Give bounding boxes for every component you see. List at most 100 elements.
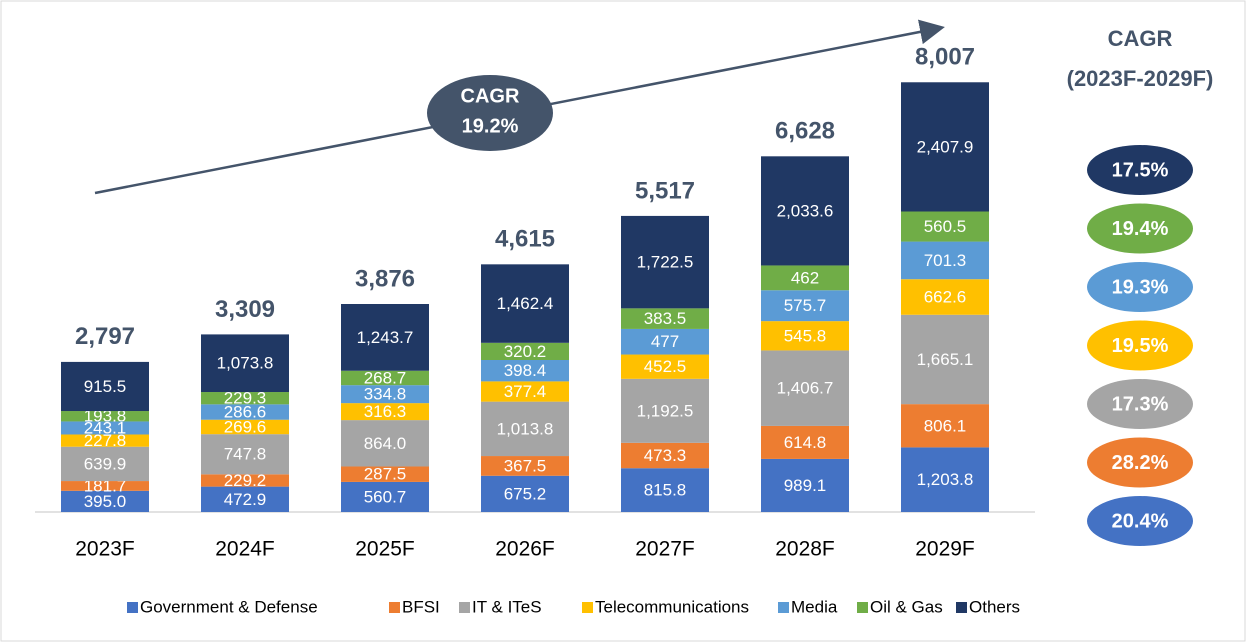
bar-segment xyxy=(761,425,849,459)
total-label: 6,628 xyxy=(775,118,835,145)
bar-segment xyxy=(621,308,709,329)
bar-segment xyxy=(621,378,709,443)
bar-segment xyxy=(481,264,569,343)
bar-segment xyxy=(341,481,429,512)
value-label: 472.9 xyxy=(224,490,267,509)
value-label: 815.8 xyxy=(644,481,687,500)
value-label: 1,013.8 xyxy=(497,419,554,438)
bar-segment xyxy=(341,403,429,421)
cagr-badge-label: 28.2% xyxy=(1112,452,1169,474)
bar-segment xyxy=(901,82,989,212)
bar-segment xyxy=(61,490,149,512)
value-label: 398.4 xyxy=(504,361,547,380)
total-label: 5,517 xyxy=(635,177,695,204)
bar-segment xyxy=(201,392,289,405)
value-label: 614.8 xyxy=(784,433,827,452)
bar-segment xyxy=(901,241,989,280)
bar-segment xyxy=(901,447,989,512)
x-tick-label: 2028F xyxy=(775,538,835,561)
cagr-badge-label: 19.5% xyxy=(1112,335,1169,357)
value-label: 806.1 xyxy=(924,416,967,435)
value-label: 2,407.9 xyxy=(917,137,974,156)
cagr-title: CAGR xyxy=(461,85,520,107)
cagr-badge xyxy=(1087,496,1193,546)
legend-swatch xyxy=(778,602,789,613)
value-label: 545.8 xyxy=(784,326,827,345)
value-label: 227.8 xyxy=(84,431,127,450)
legend-label: BFSI xyxy=(402,597,440,616)
total-label: 3,876 xyxy=(355,265,415,292)
legend-label: Government & Defense xyxy=(140,597,318,616)
cagr-header: CAGR xyxy=(1108,26,1173,51)
cagr-bubble xyxy=(427,75,553,151)
cagr-badge-label: 17.3% xyxy=(1112,393,1169,415)
legend-swatch xyxy=(389,602,400,613)
bar-segment xyxy=(481,456,569,476)
bar-segment xyxy=(901,279,989,315)
value-label: 675.2 xyxy=(504,484,547,503)
value-label: 395.0 xyxy=(84,492,127,511)
total-label: 3,309 xyxy=(215,296,275,323)
value-label: 229.2 xyxy=(224,471,267,490)
value-label: 367.5 xyxy=(504,456,547,475)
value-label: 243.1 xyxy=(84,418,127,437)
bar-segment xyxy=(621,328,709,355)
bar-segment xyxy=(341,304,429,371)
legend-label: IT & ITeS xyxy=(472,597,542,616)
value-label: 377.4 xyxy=(504,382,547,401)
bar-segment xyxy=(201,334,289,393)
cagr-badge xyxy=(1087,203,1193,254)
cagr-badge xyxy=(1087,379,1193,429)
value-label: 989.1 xyxy=(784,476,827,495)
value-label: 334.8 xyxy=(364,385,407,404)
x-tick-label: 2029F xyxy=(915,538,975,561)
value-label: 1,406.7 xyxy=(777,379,834,398)
bar-segment xyxy=(341,370,429,386)
bar-segment xyxy=(61,446,149,482)
value-label: 701.3 xyxy=(924,251,967,270)
bar-segment xyxy=(481,401,569,457)
bar-segment xyxy=(621,215,709,309)
value-label: 452.5 xyxy=(644,357,687,376)
total-label: 8,007 xyxy=(915,44,975,71)
legend-label: Oil & Gas xyxy=(870,597,943,616)
value-label: 268.7 xyxy=(364,368,407,387)
bar-segment xyxy=(201,486,289,512)
value-label: 320.2 xyxy=(504,342,547,361)
bar-segment xyxy=(901,211,989,242)
value-label: 1,722.5 xyxy=(637,253,694,272)
total-label: 2,797 xyxy=(75,323,135,350)
total-label: 4,615 xyxy=(495,226,555,253)
cagr-badge xyxy=(1087,437,1193,488)
value-label: 1,243.7 xyxy=(357,328,414,347)
bar-segment xyxy=(201,404,289,420)
bar-segment xyxy=(61,434,149,447)
value-label: 383.5 xyxy=(644,309,687,328)
bar-segment xyxy=(201,434,289,475)
bar-segment xyxy=(201,419,289,435)
cagr-badge xyxy=(1087,320,1193,371)
cagr-badge xyxy=(1087,262,1193,312)
bar-segment xyxy=(61,411,149,422)
value-label: 575.7 xyxy=(784,296,827,315)
x-tick-label: 2026F xyxy=(495,538,555,561)
x-tick-label: 2023F xyxy=(75,538,135,561)
bar-segment xyxy=(341,466,429,482)
legend-swatch xyxy=(459,602,470,613)
legend-label: Others xyxy=(969,597,1020,616)
value-label: 462 xyxy=(791,268,819,287)
bar-segment xyxy=(761,458,849,512)
x-tick-label: 2024F xyxy=(215,538,275,561)
legend-label: Telecommunications xyxy=(595,597,749,616)
legend-swatch xyxy=(127,602,138,613)
legend-swatch xyxy=(857,602,868,613)
legend-swatch xyxy=(582,602,593,613)
legend-label: Media xyxy=(791,597,838,616)
value-label: 269.6 xyxy=(224,417,267,436)
bar-segment xyxy=(481,342,569,360)
value-label: 1,192.5 xyxy=(637,401,694,420)
bar-segment xyxy=(761,290,849,322)
value-label: 864.0 xyxy=(364,434,407,453)
bar-segment xyxy=(621,468,709,512)
value-label: 915.5 xyxy=(84,377,127,396)
